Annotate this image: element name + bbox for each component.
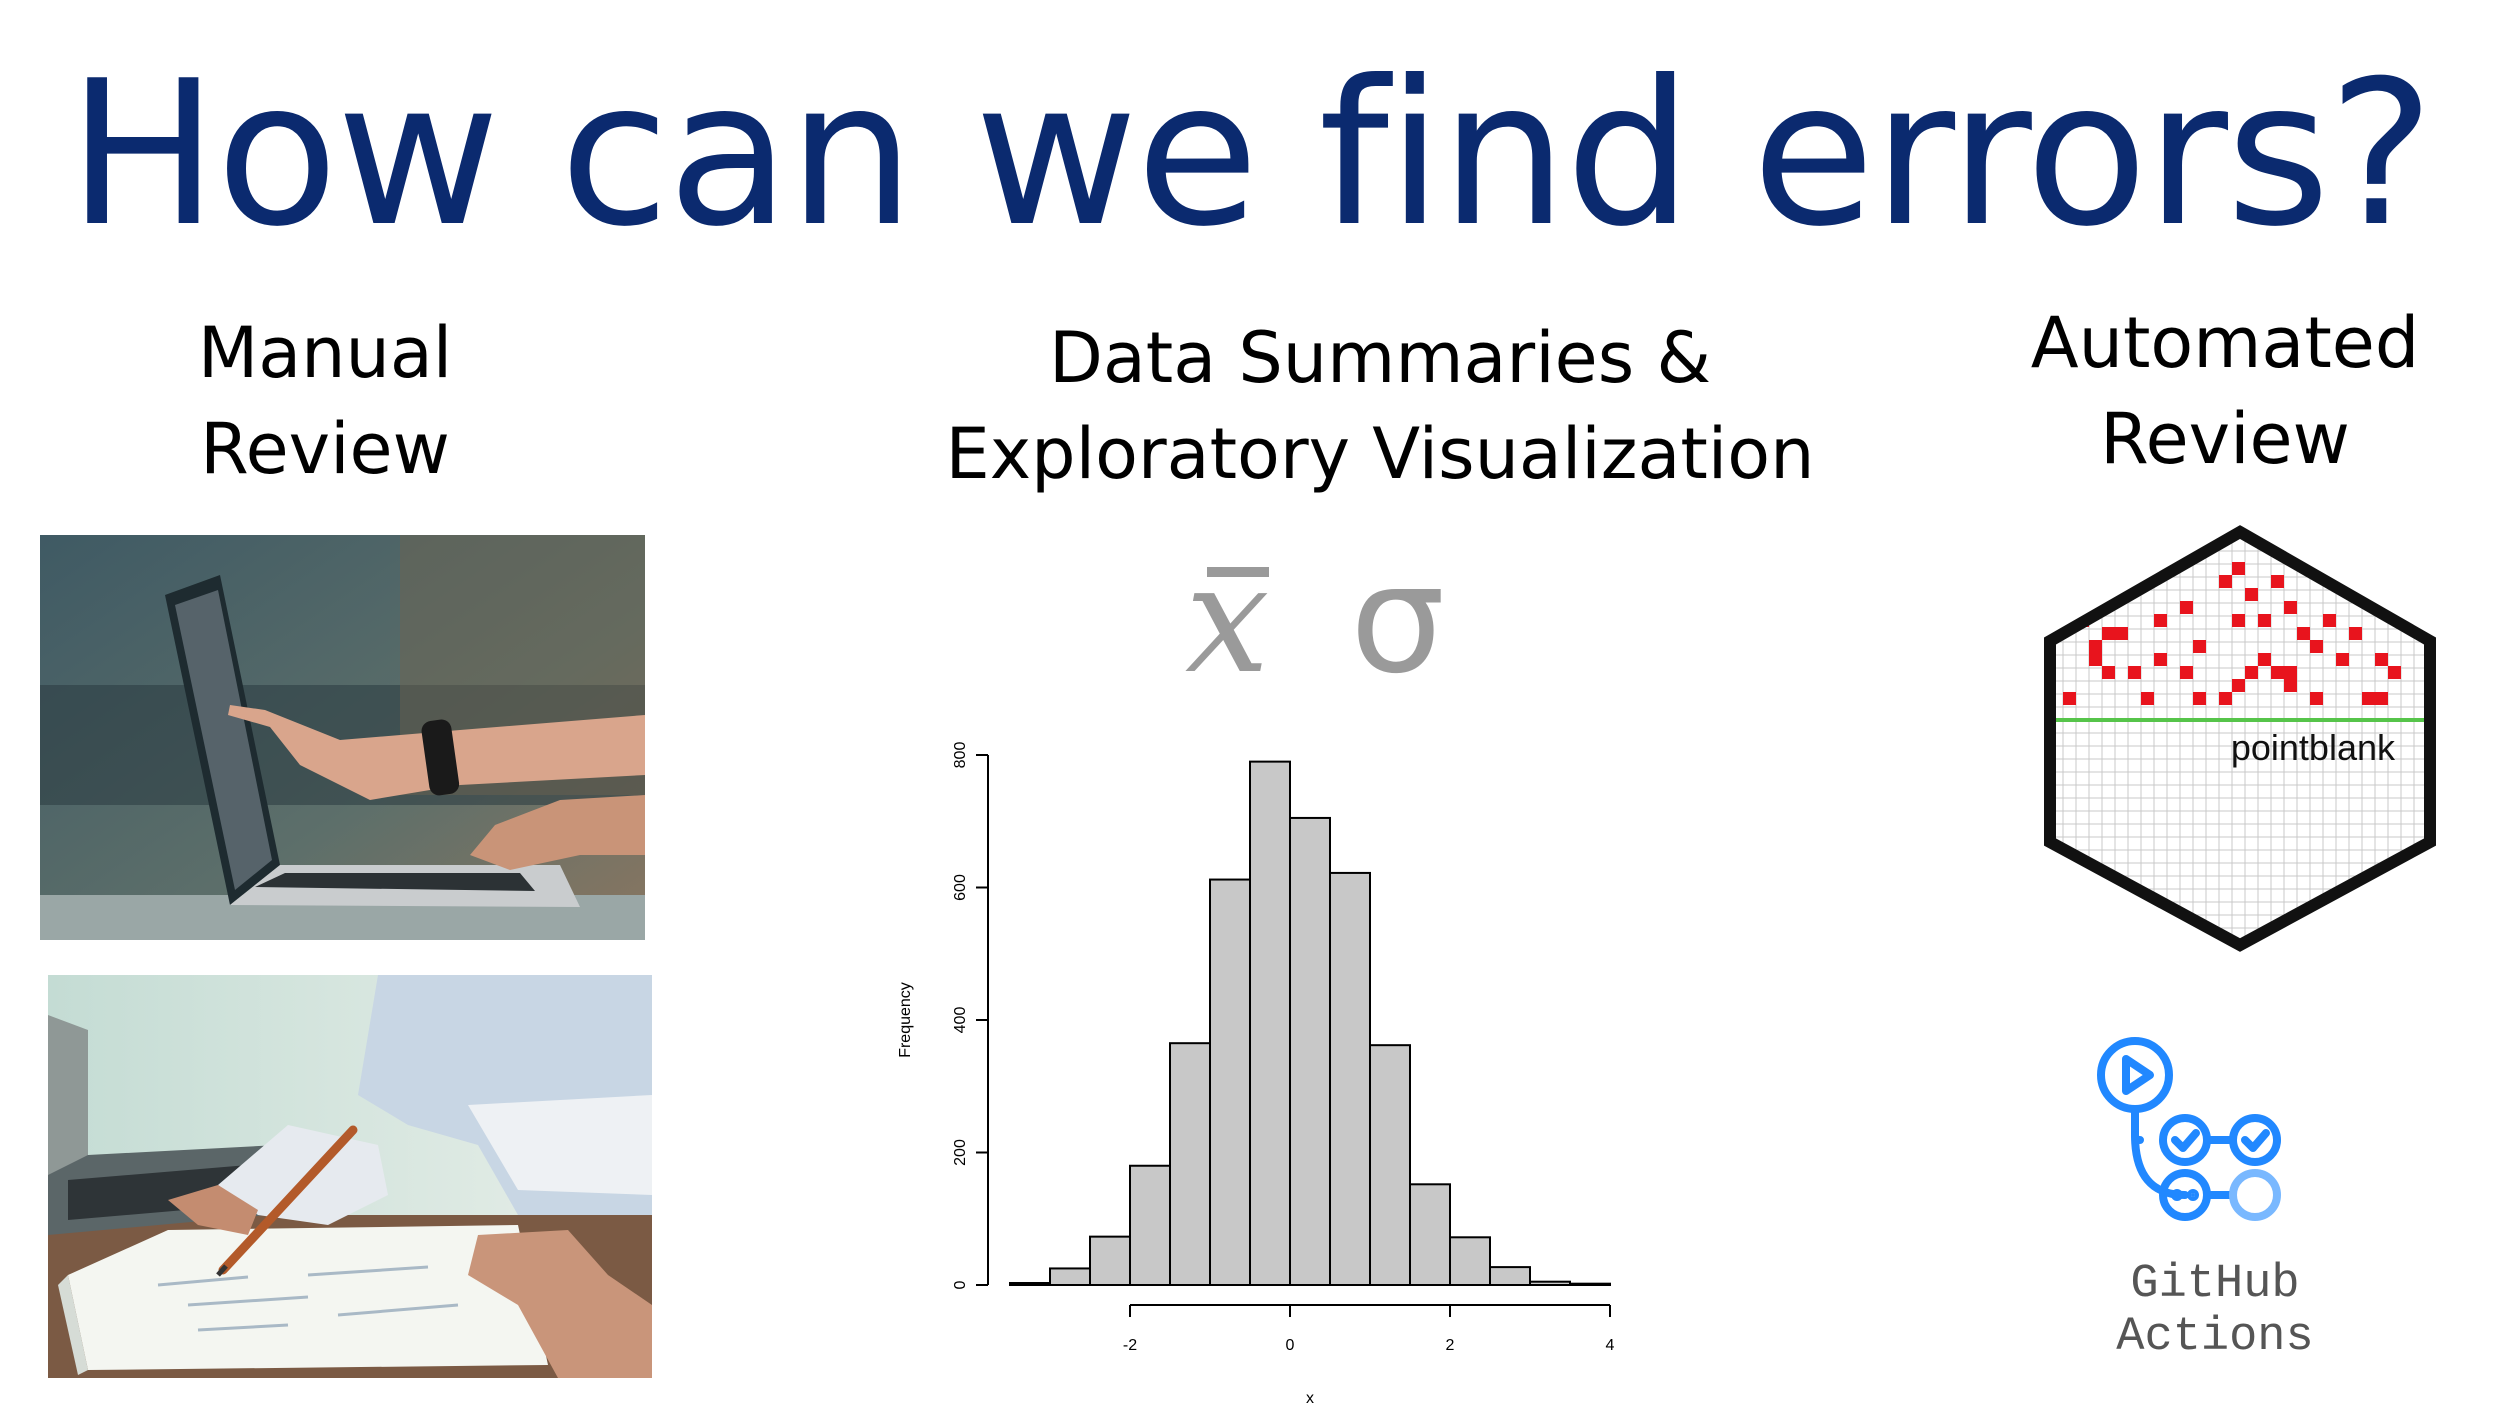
photo-laptop-pointing [40,535,645,940]
histogram-bar [1529,1280,1571,1286]
x-tick-label: 2 [1446,1337,1455,1354]
github-actions-label: GitHub Actions [2116,1258,2314,1364]
y-tick-label: 400 [952,1007,969,1034]
histogram-bar [1409,1183,1451,1286]
y-axis-label: Frequency [897,982,914,1058]
heading-line: Automated [2030,302,2420,384]
x-tick-label: 0 [1286,1337,1295,1354]
histogram-bar [1249,760,1291,1286]
heading-line: Exploratory Visualization [945,413,1815,495]
x-axis-label: x [1306,1390,1314,1407]
histogram-bar [1569,1282,1611,1286]
y-tick-label: 600 [952,874,969,901]
heading-manual-review: Manual Review [110,305,540,497]
heading-line: Data Summaries & [1048,317,1712,399]
pointblank-label: pointblank [2231,727,2396,768]
heading-line: Review [200,408,450,490]
statistic-symbols: x σ [1185,545,1485,695]
histogram-bar [1369,1044,1411,1286]
histogram-bar [1049,1267,1091,1286]
heading-automated-review: Automated Review [1990,295,2460,487]
x-tick-label: -2 [1123,1337,1137,1354]
histogram-bar [1129,1164,1171,1286]
histogram-bar [1449,1236,1491,1286]
histogram-bar [1169,1042,1211,1286]
github-actions-logo [2090,1035,2310,1235]
histogram-chart: -2 0 2 4 0 200 400 600 800 x Frequency [897,742,1615,1407]
histogram-bar [1209,878,1251,1287]
heading-data-summaries: Data Summaries & Exploratory Visualizati… [880,310,1880,502]
photo-paperwork [48,975,652,1378]
histogram-bar [1009,1282,1051,1287]
page-title: How can we find errors? [67,38,2435,271]
y-tick-label: 200 [952,1139,969,1166]
sigma-symbol: σ [1350,533,1446,707]
histogram-bar [1089,1235,1131,1287]
x-tick-label: 4 [1606,1337,1615,1354]
mean-symbol: x [1185,533,1270,707]
histogram-bar [1329,871,1371,1287]
mean-bar [1207,567,1269,577]
pointblank-logo: pointblank [2030,520,2450,952]
histogram-bar [1489,1266,1531,1286]
histogram-bar [1289,816,1331,1286]
y-tick-label: 800 [952,742,969,769]
heading-line: Manual [197,312,453,394]
heading-line: Review [2100,398,2350,480]
y-tick-label: 0 [952,1280,969,1289]
